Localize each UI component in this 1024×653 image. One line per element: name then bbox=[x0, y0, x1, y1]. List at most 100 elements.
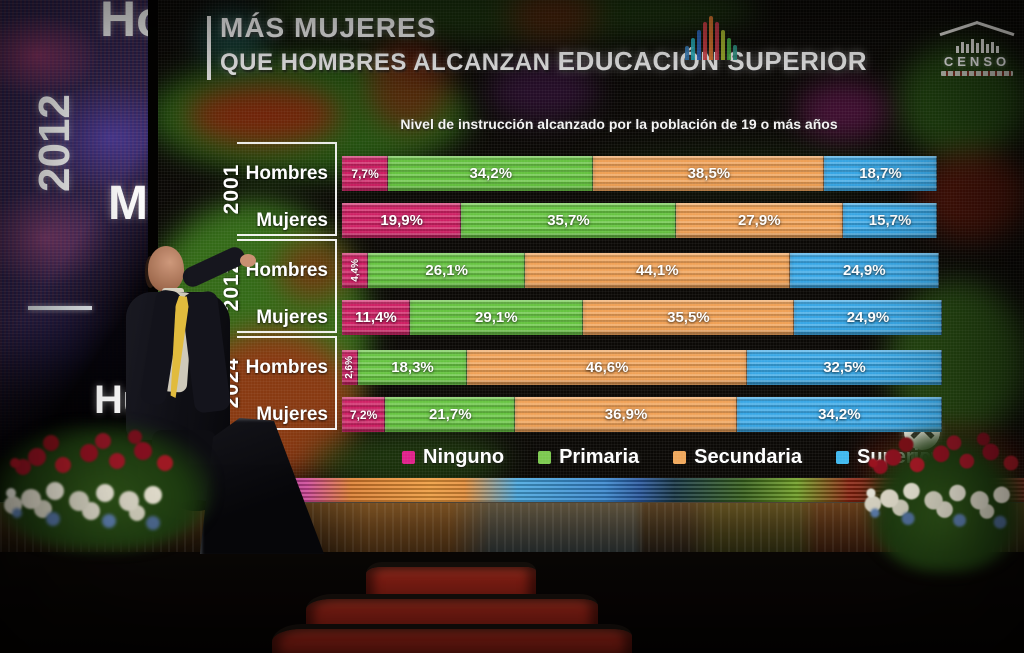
bar-segment-ninguno: 19,9% bbox=[342, 203, 462, 238]
bar-segment-primaria: 35,7% bbox=[461, 203, 676, 238]
flower-arrangement-left bbox=[0, 424, 212, 550]
glitch-blob bbox=[508, 0, 598, 40]
bar-value-label: 18,7% bbox=[859, 165, 902, 182]
legend-item-secundaria: Secundaria bbox=[673, 446, 802, 469]
side-screen-text-top: Ho bbox=[100, 0, 148, 47]
bar-value-label: 29,1% bbox=[475, 309, 518, 326]
glitch-blob bbox=[368, 40, 448, 130]
legend-swatch bbox=[538, 451, 552, 464]
bar-value-label: 35,7% bbox=[547, 212, 590, 229]
stacked-bar: 4,4% 26,1% 44,1% 24,9% bbox=[342, 253, 942, 288]
row-label: Hombres bbox=[245, 163, 328, 184]
bar-value-label: 24,9% bbox=[843, 262, 886, 279]
glitch-blob bbox=[798, 80, 888, 140]
bar-value-label: 34,2% bbox=[818, 406, 861, 423]
bar-value-label: 44,1% bbox=[636, 262, 679, 279]
white-flowers bbox=[866, 488, 876, 498]
bar-row-2001-hombres: Hombres 7,7% 34,2% 38,5% 18,7% bbox=[228, 156, 942, 191]
bar-value-label: 26,1% bbox=[425, 262, 468, 279]
bar-value-label: 2,6% bbox=[344, 356, 356, 379]
bar-row-2024-hombres: Hombres 2,6% 18,3% 46,6% 32,5% bbox=[228, 350, 942, 385]
bar-row-2001-mujeres: Mujeres 19,9% 35,7% 27,9% 15,7% bbox=[228, 203, 942, 238]
bar-segment-ninguno: 11,4% bbox=[342, 300, 410, 335]
bar-segment-secundaria: 44,1% bbox=[524, 253, 790, 288]
stacked-bar: 19,9% 35,7% 27,9% 15,7% bbox=[342, 203, 942, 238]
glitch-blob bbox=[898, 40, 1024, 160]
bar-segment-superior: 15,7% bbox=[842, 203, 938, 238]
bar-value-label: 35,5% bbox=[667, 309, 710, 326]
year-group-2001: 2001 Hombres 7,7% 34,2% 38,5% 18,7% Mujeres 19,… bbox=[220, 142, 942, 238]
side-screen-divider-line bbox=[28, 306, 92, 310]
year-bracket bbox=[237, 142, 337, 236]
censo-bars-icon bbox=[933, 37, 1021, 53]
flower-foliage bbox=[0, 424, 212, 550]
census-bars-icon bbox=[685, 14, 737, 60]
bar-segment-primaria: 26,1% bbox=[368, 253, 525, 288]
legend-item-primaria: Primaria bbox=[538, 446, 639, 469]
bar-row-2012-mujeres: Mujeres 11,4% 29,1% 35,5% 24,9% bbox=[228, 300, 942, 335]
bar-value-label: 34,2% bbox=[469, 165, 513, 182]
legend-label: Primaria bbox=[559, 446, 640, 468]
glitch-blob bbox=[188, 85, 338, 145]
slide-title-line1: MÁS MUJERES bbox=[220, 12, 437, 43]
stacked-bar: 7,7% 34,2% 38,5% 18,7% bbox=[342, 156, 942, 191]
censo-logo: CENSO bbox=[933, 20, 1021, 76]
bar-segment-secundaria: 35,5% bbox=[582, 300, 794, 335]
bar-value-label: 18,3% bbox=[391, 359, 434, 376]
side-screen-year: 2012 bbox=[30, 94, 79, 192]
bar-value-label: 46,6% bbox=[585, 359, 629, 376]
bar-segment-primaria: 18,3% bbox=[357, 350, 468, 385]
chart-legend: NingunoPrimariaSecundariaSuperior bbox=[402, 446, 939, 469]
bar-value-label: 24,9% bbox=[846, 309, 890, 326]
chart-subtitle: Nivel de instrucción alcanzado por la po… bbox=[400, 116, 838, 132]
legend-swatch bbox=[835, 451, 849, 464]
censo-roof-icon bbox=[933, 20, 1021, 36]
glitch-blob bbox=[488, 60, 598, 120]
row-label: Hombres bbox=[245, 260, 328, 281]
bar-segment-primaria: 21,7% bbox=[385, 397, 516, 432]
bar-segment-ninguno: 2,6% bbox=[342, 350, 358, 385]
bar-segment-superior: 32,5% bbox=[746, 350, 942, 385]
slide-title-line2a: QUE HOMBRES ALCANZAN bbox=[220, 49, 558, 76]
row-label: Mujeres bbox=[256, 210, 328, 231]
bar-value-label: 7,2% bbox=[349, 407, 378, 422]
bar-value-label: 21,7% bbox=[429, 406, 472, 423]
bar-segment-ninguno: 7,2% bbox=[342, 397, 386, 432]
bar-value-label: 4,4% bbox=[349, 259, 361, 282]
white-flowers bbox=[6, 488, 16, 498]
flower-foliage bbox=[866, 430, 1024, 572]
row-label: Mujeres bbox=[256, 404, 328, 425]
row-label: Hombres bbox=[245, 357, 328, 378]
stacked-bar: 11,4% 29,1% 35,5% 24,9% bbox=[342, 300, 942, 335]
year-bracket bbox=[237, 239, 337, 333]
bar-value-label: 11,4% bbox=[355, 309, 397, 326]
bar-segment-superior: 24,9% bbox=[789, 253, 939, 288]
speaker-pointing-arm bbox=[179, 243, 248, 290]
bar-segment-secundaria: 46,6% bbox=[467, 350, 747, 385]
bar-value-label: 36,9% bbox=[604, 406, 648, 423]
censo-logo-tagline bbox=[941, 71, 1013, 76]
blue-flowers bbox=[870, 508, 880, 518]
bar-segment-primaria: 29,1% bbox=[409, 300, 583, 335]
bar-segment-primaria: 34,2% bbox=[388, 156, 594, 191]
side-led-screen: Ho 2012 M Hu bbox=[0, 0, 148, 458]
legend-swatch bbox=[673, 451, 687, 464]
bar-segment-superior: 24,9% bbox=[793, 300, 942, 335]
bar-segment-secundaria: 36,9% bbox=[515, 397, 737, 432]
red-roses bbox=[10, 458, 20, 468]
bar-value-label: 32,5% bbox=[823, 359, 866, 376]
bar-row-2024-mujeres: Mujeres 7,2% 21,7% 36,9% 34,2% bbox=[228, 397, 942, 432]
bar-value-label: 38,5% bbox=[687, 165, 731, 182]
bar-value-label: 7,7% bbox=[351, 166, 379, 181]
legend-label: Ninguno bbox=[423, 446, 505, 468]
legend-label: Secundaria bbox=[694, 446, 802, 468]
bar-row-2012-hombres: Hombres 4,4% 26,1% 44,1% 24,9% bbox=[228, 253, 942, 288]
stage-step-bottom bbox=[272, 624, 632, 653]
row-label: Mujeres bbox=[256, 307, 328, 328]
legend-swatch bbox=[402, 451, 415, 464]
bar-segment-secundaria: 27,9% bbox=[675, 203, 843, 238]
blue-flowers bbox=[12, 508, 22, 518]
slide-title-line2: QUE HOMBRES ALCANZAN EDUCACIÓN SUPERIOR bbox=[220, 46, 867, 77]
title-accent-bar bbox=[207, 16, 211, 80]
